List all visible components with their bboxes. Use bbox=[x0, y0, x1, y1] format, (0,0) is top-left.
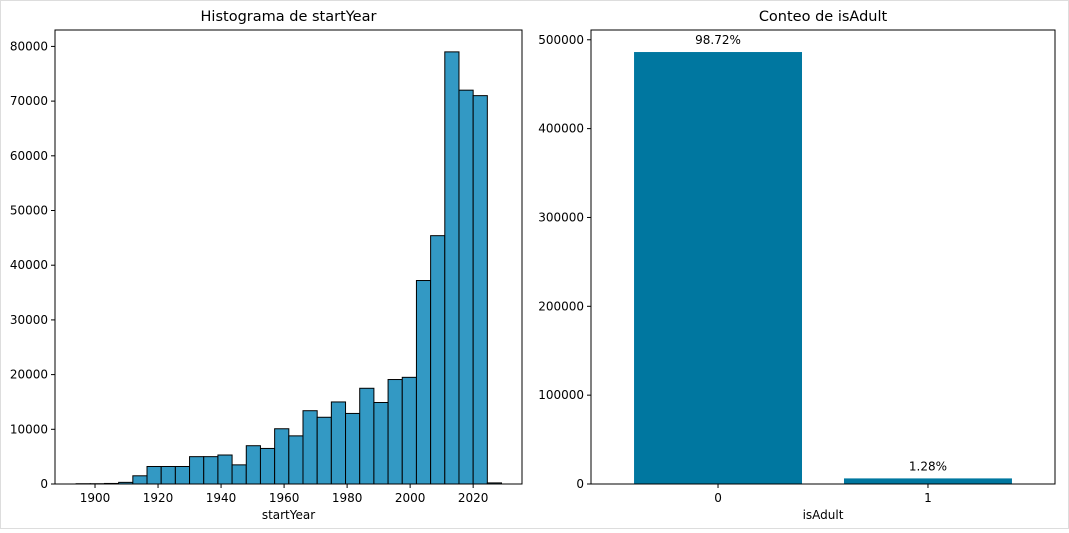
bar bbox=[844, 478, 1012, 484]
chart-title: Histograma de startYear bbox=[201, 9, 377, 25]
y-tick-label: 40000 bbox=[10, 258, 48, 272]
histogram-bar bbox=[402, 377, 416, 484]
y-tick-label: 30000 bbox=[10, 313, 48, 327]
x-tick-label: 1920 bbox=[143, 491, 174, 505]
y-tick-label: 500000 bbox=[538, 33, 584, 47]
histogram-bar bbox=[473, 96, 487, 484]
histogram-bar bbox=[133, 476, 147, 484]
y-tick-label: 10000 bbox=[10, 422, 48, 436]
y-tick-label: 100000 bbox=[538, 388, 584, 402]
histogram-bar bbox=[459, 90, 473, 484]
x-axis-label: startYear bbox=[262, 508, 315, 522]
histogram-bar bbox=[260, 448, 274, 484]
y-tick-label: 400000 bbox=[538, 122, 584, 136]
bar-annotation: 98.72% bbox=[695, 33, 741, 47]
histogram-bar bbox=[147, 466, 161, 484]
y-tick-label: 70000 bbox=[10, 94, 48, 108]
histogram-bar bbox=[246, 446, 260, 484]
y-tick-label: 300000 bbox=[538, 210, 584, 224]
x-tick-label: 1960 bbox=[269, 491, 300, 505]
histogram-bar bbox=[161, 466, 175, 484]
x-tick-label: 1900 bbox=[80, 491, 111, 505]
bar-annotation: 1.28% bbox=[909, 459, 947, 473]
histogram-bar bbox=[289, 436, 303, 484]
histogram-bar bbox=[303, 411, 317, 484]
histogram-bar bbox=[360, 388, 374, 484]
histogram-bar bbox=[175, 466, 189, 484]
y-tick-label: 200000 bbox=[538, 299, 584, 313]
histogram-bar bbox=[190, 457, 204, 484]
y-tick-label: 20000 bbox=[10, 368, 48, 382]
histogram-bar bbox=[275, 429, 289, 484]
x-tick-label: 2020 bbox=[458, 491, 489, 505]
histogram-bar bbox=[445, 52, 459, 484]
histogram-bar bbox=[218, 455, 232, 484]
bar bbox=[634, 52, 802, 484]
chart-title: Conteo de isAdult bbox=[759, 9, 888, 25]
histogram-bar bbox=[204, 457, 218, 484]
y-tick-label: 60000 bbox=[10, 149, 48, 163]
histogram-bar bbox=[232, 465, 246, 484]
histogram-bar bbox=[317, 417, 331, 484]
x-tick-label: 0 bbox=[714, 491, 722, 505]
histogram-bar bbox=[346, 413, 360, 484]
y-tick-label: 0 bbox=[40, 477, 48, 491]
histogram-bar bbox=[416, 281, 430, 484]
x-tick-label: 2000 bbox=[395, 491, 426, 505]
x-tick-label: 1980 bbox=[332, 491, 363, 505]
y-tick-label: 50000 bbox=[10, 204, 48, 218]
y-tick-label: 0 bbox=[576, 477, 584, 491]
histogram-bar bbox=[388, 380, 402, 484]
histogram-bar bbox=[331, 402, 345, 484]
x-tick-label: 1940 bbox=[206, 491, 237, 505]
y-tick-label: 80000 bbox=[10, 39, 48, 53]
x-axis-label: isAdult bbox=[803, 508, 844, 522]
x-tick-label: 1 bbox=[924, 491, 932, 505]
histogram-bar bbox=[431, 236, 445, 484]
histogram-bar bbox=[374, 402, 388, 484]
